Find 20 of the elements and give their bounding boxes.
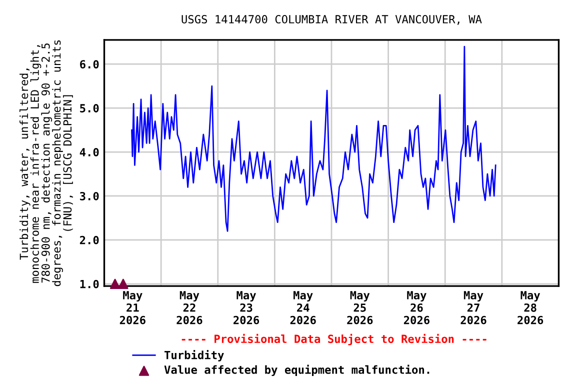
y-tick-label: 3.0 bbox=[80, 192, 99, 200]
y-tick-label: 5.0 bbox=[80, 104, 99, 112]
x-tick-label: May 26 2026 bbox=[404, 291, 430, 324]
x-tick-label: May 24 2026 bbox=[290, 291, 316, 324]
x-tick-label: May 21 2026 bbox=[120, 291, 146, 324]
y-tick-label: 2.0 bbox=[80, 236, 99, 244]
y-tick-label: 1.0 bbox=[80, 280, 99, 288]
y-tick-label: 6.0 bbox=[80, 60, 99, 68]
x-tick-label: May 22 2026 bbox=[176, 291, 202, 324]
line-series bbox=[131, 46, 496, 232]
x-tick-label: May 25 2026 bbox=[347, 291, 373, 324]
x-tick-label: May 27 2026 bbox=[460, 291, 486, 324]
chart-title: USGS 14144700 COLUMBIA RIVER AT VANCOUVER, WA bbox=[182, 15, 482, 25]
x-tick-label: May 23 2026 bbox=[234, 291, 260, 324]
y-tick-label: 4.0 bbox=[80, 148, 99, 156]
y-axis-title: Turbidity, water, unfiltered, monochrome near infra-red LED light, 780-900 nm, detection angle 90 +-2.5 degrees, formazin nephelometric units (FNU), [USCG DOLPHIN] bbox=[19, 40, 74, 286]
x-tick-label: May 28 2026 bbox=[518, 291, 544, 324]
legend-label: Turbidity bbox=[164, 350, 224, 362]
text: ---- Provisional Data Subject to Revision ---- bbox=[182, 334, 486, 346]
legend-label: Value affected by equipment malfunction. bbox=[164, 364, 430, 376]
